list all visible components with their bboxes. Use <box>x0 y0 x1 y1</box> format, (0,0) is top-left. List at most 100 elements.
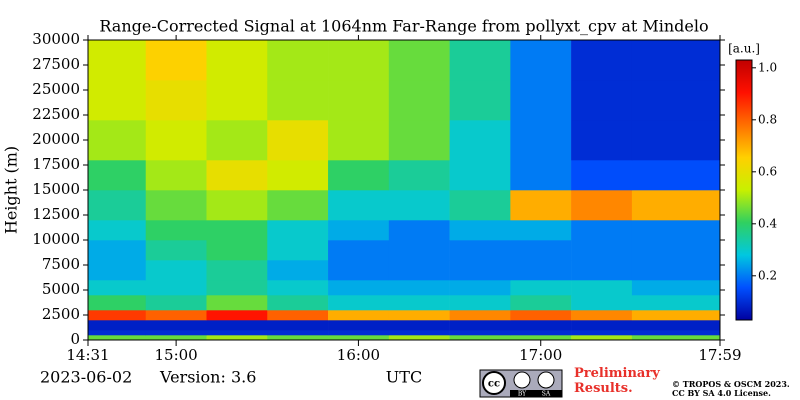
heatmap-cell <box>145 310 207 321</box>
heatmap-cell <box>328 320 390 331</box>
heatmap-cell <box>145 280 207 296</box>
heatmap-cell <box>510 160 572 191</box>
heatmap-cell <box>631 295 721 311</box>
heatmap-cell <box>206 220 268 241</box>
heatmap-cell <box>388 80 450 121</box>
date: 2023-06-02 <box>40 368 132 387</box>
heatmap-cell <box>267 295 329 311</box>
heatmap-cell <box>88 295 147 311</box>
heatmap-cell <box>388 160 450 191</box>
heatmap-cell <box>449 240 511 261</box>
heatmap-cell <box>206 335 268 341</box>
heatmap-cell <box>388 40 450 81</box>
heatmap-cell <box>631 280 721 296</box>
heatmap-cell <box>449 260 511 281</box>
heatmap-cell <box>328 295 390 311</box>
heatmap-cell <box>571 190 633 221</box>
heatmap-cell <box>206 160 268 191</box>
heatmap-cell <box>206 80 268 121</box>
heatmap-cell <box>145 330 207 336</box>
license-text: CC BY SA 4.0 License. <box>672 388 771 398</box>
heatmap-cell <box>449 330 511 336</box>
x-tick-label: 17:59 <box>698 346 741 364</box>
heatmap-cell <box>449 335 511 341</box>
y-tick-label: 30000 <box>32 30 80 48</box>
heatmap-cell <box>449 160 511 191</box>
chart-title: Range-Corrected Signal at 1064nm Far-Ran… <box>99 17 708 36</box>
y-tick-label: 0 <box>70 330 80 348</box>
y-tick-label: 17500 <box>32 155 80 173</box>
heatmap-cell <box>267 190 329 221</box>
heatmap-cell <box>571 40 633 81</box>
heatmap-cell <box>88 330 147 336</box>
y-tick-label: 12500 <box>32 205 80 223</box>
heatmap-cell <box>571 330 633 336</box>
heatmap-cell <box>267 260 329 281</box>
heatmap-cell <box>267 320 329 331</box>
badge-text: SA <box>542 391 551 398</box>
y-tick-label: 20000 <box>32 130 80 148</box>
colorbar-tick-label: 0.8 <box>758 112 777 126</box>
license-badge: cc BY SA <box>479 369 563 398</box>
heatmap-cell <box>328 40 390 81</box>
heatmap-cell <box>145 240 207 261</box>
heatmap-cell <box>267 80 329 121</box>
heatmap-cell <box>571 320 633 331</box>
heatmap-cell <box>631 310 721 321</box>
heatmap-cell <box>449 280 511 296</box>
heatmap-cell <box>88 160 147 191</box>
heatmap-cell <box>571 310 633 321</box>
x-axis-label: UTC <box>386 368 422 387</box>
heatmap-cell <box>145 160 207 191</box>
heatmap-cell <box>631 190 721 221</box>
colorbar <box>735 59 753 321</box>
badge-strip <box>510 390 562 397</box>
license-text: © TROPOS & OSCM 2023. <box>672 379 790 389</box>
heatmap-cell <box>449 190 511 221</box>
version: Version: 3.6 <box>159 368 256 387</box>
heatmap-cell <box>206 310 268 321</box>
heatmap-cell <box>145 220 207 241</box>
heatmap-cell <box>145 120 207 161</box>
heatmap-cell <box>267 330 329 336</box>
colorbar-label: [a.u.] <box>728 42 760 56</box>
heatmap-cell <box>267 220 329 241</box>
x-tick-label: 14:31 <box>66 346 109 364</box>
x-tick-label: 15:00 <box>154 346 197 364</box>
heatmap-cell <box>510 335 572 341</box>
notice: Preliminary Results. <box>574 366 660 396</box>
heatmap-cell <box>388 310 450 321</box>
y-tick-label: 2500 <box>42 305 80 323</box>
heatmap-cell <box>631 160 721 191</box>
heatmap-cell <box>449 120 511 161</box>
heatmap-cell <box>510 40 572 81</box>
x-tick-label: 16:00 <box>337 346 380 364</box>
heatmap-cell <box>510 220 572 241</box>
heatmap-cell <box>206 40 268 81</box>
y-tick-label: 25000 <box>32 80 80 98</box>
heatmap-cell <box>388 280 450 296</box>
badge-text: cc <box>488 379 500 390</box>
heatmap-cell <box>88 320 147 331</box>
heatmap-cell <box>267 120 329 161</box>
heatmap-cell <box>571 335 633 341</box>
heatmap-cell <box>267 280 329 296</box>
heatmap-cell <box>571 295 633 311</box>
heatmap-cell <box>145 295 207 311</box>
colorbar-tick-label: 0.2 <box>758 268 777 282</box>
heatmap-cell <box>88 280 147 296</box>
heatmap-cell <box>510 295 572 311</box>
heatmap-cell <box>388 335 450 341</box>
y-tick-label: 15000 <box>32 180 80 198</box>
y-tick-label: 27500 <box>32 55 80 73</box>
heatmap-cell <box>631 330 721 336</box>
heatmap-cell <box>388 190 450 221</box>
heatmap-cell <box>449 310 511 321</box>
heatmap-cell <box>510 120 572 161</box>
colorbar-tick-label: 0.6 <box>758 164 777 178</box>
heatmap-cell <box>631 120 721 161</box>
heatmap-cell <box>571 120 633 161</box>
heatmap-cell <box>328 220 390 241</box>
heatmap-cell <box>631 335 721 341</box>
